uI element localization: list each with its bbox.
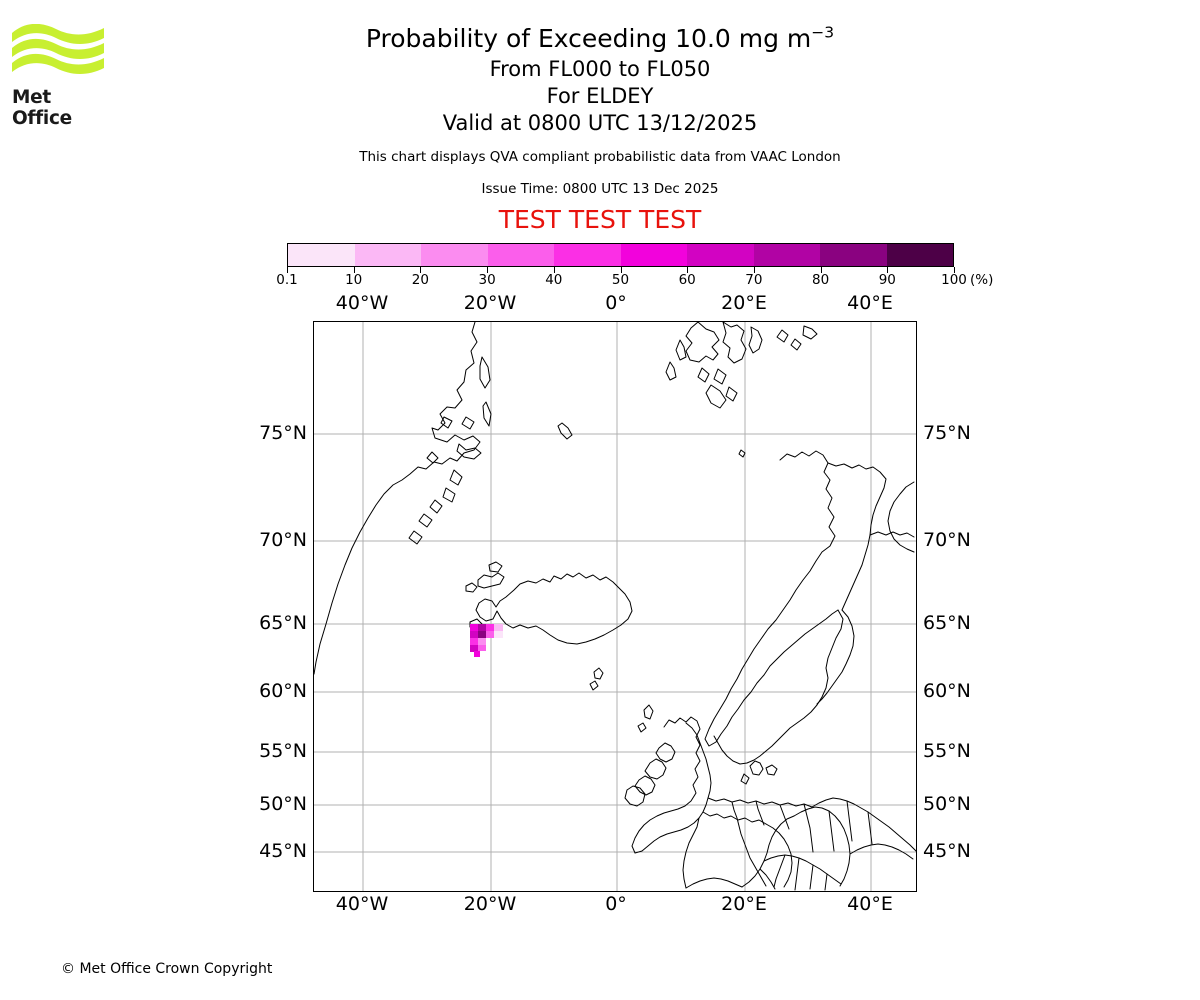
issue-time: Issue Time: 0800 UTC 13 Dec 2025 xyxy=(481,181,719,197)
colorbar-band-4 xyxy=(554,244,621,266)
lon-label-bottom-0: 40°W xyxy=(335,893,389,915)
colorbar-tick-label-9: 90 xyxy=(878,272,896,288)
page-title-exponent: −3 xyxy=(811,23,835,42)
colorbar-tick-4 xyxy=(553,267,555,273)
flight-level-subtitle: From FL000 to FL050 xyxy=(489,57,711,81)
colorbar-band-9 xyxy=(886,244,953,266)
lon-label-top-0: 40°W xyxy=(335,292,389,314)
qva-note: This chart displays QVA compliant probab… xyxy=(359,149,841,165)
colorbar-tick-7 xyxy=(753,267,755,273)
colorbar-tick-labels: 0.1 10 20 30 40 50 60 70 80 90 100 xyxy=(276,272,967,290)
colorbar-tick-label-5: 50 xyxy=(611,272,630,288)
ash-plume-overlay xyxy=(470,624,503,657)
page-title: Probability of Exceeding 10.0 mg m−3 xyxy=(0,22,1200,56)
colorbar-tick-label-1: 10 xyxy=(345,272,363,288)
colorbar-tick-label-8: 80 xyxy=(812,272,830,288)
lat-label-right-3: 60°N xyxy=(923,680,971,702)
test-watermark: TEST TEST TEST xyxy=(498,205,702,234)
probability-colorbar: 0.1 10 20 30 40 50 60 70 80 90 100 xyxy=(276,243,967,288)
lat-label-right-5: 50°N xyxy=(923,793,971,815)
page-title-text: Probability of Exceeding 10.0 mg m xyxy=(365,24,812,53)
lon-label-bottom-3: 20°E xyxy=(721,893,767,915)
colorbar-tick-label-10: 100 xyxy=(941,272,967,288)
map-canvas xyxy=(314,322,916,891)
colorbar-band-5 xyxy=(620,244,687,266)
met-office-logo: Met Office xyxy=(12,24,112,129)
validity-subtitle: Valid at 0800 UTC 13/12/2025 xyxy=(442,111,758,135)
colorbar-band-2 xyxy=(421,244,488,266)
colorbar-tick-8 xyxy=(820,267,822,273)
lat-label-left-6: 45°N xyxy=(259,840,307,862)
chart-title-block: Probability of Exceeding 10.0 mg m−3 Fro… xyxy=(0,22,1200,235)
colorbar-tick-10 xyxy=(954,267,955,273)
map-graticule xyxy=(314,322,916,891)
colorbar-band-0 xyxy=(288,244,355,266)
colorbar-tick-label-7: 70 xyxy=(745,272,763,288)
colorbar-tick-label-2: 20 xyxy=(411,272,429,288)
lon-label-bottom-2: 0° xyxy=(605,893,627,915)
colorbar-tick-5 xyxy=(620,267,622,273)
lon-label-top-4: 40°E xyxy=(847,292,893,314)
colorbar-tick-0 xyxy=(287,267,288,273)
map-coastlines xyxy=(314,322,916,891)
lat-label-left-3: 60°N xyxy=(259,680,307,702)
lat-label-left-0: 75°N xyxy=(259,422,307,444)
lat-label-left-1: 70°N xyxy=(259,529,307,551)
colorbar-ticks xyxy=(287,267,955,274)
colorbar-band-6 xyxy=(687,244,754,266)
colorbar-band-7 xyxy=(753,244,820,266)
met-office-logo-text: Met Office xyxy=(12,87,72,129)
lat-label-left-2: 65°N xyxy=(259,612,307,634)
colorbar-band-1 xyxy=(354,244,421,266)
met-office-wave-icon xyxy=(12,24,104,75)
colorbar-unit-label: (%) xyxy=(970,272,994,288)
colorbar-tick-2 xyxy=(420,267,422,273)
lat-label-left-4: 55°N xyxy=(259,740,307,762)
colorbar-tick-1 xyxy=(353,267,355,273)
lon-label-bottom-4: 40°E xyxy=(847,893,893,915)
colorbar-tick-label-6: 60 xyxy=(678,272,696,288)
lat-label-right-0: 75°N xyxy=(923,422,971,444)
copyright-notice: © Met Office Crown Copyright xyxy=(61,961,273,977)
colorbar-band-8 xyxy=(820,244,887,266)
lon-label-bottom-1: 20°W xyxy=(463,893,517,915)
lon-label-top-1: 20°W xyxy=(463,292,517,314)
colorbar-tick-label-4: 40 xyxy=(545,272,563,288)
colorbar-tick-label-0: 0.1 xyxy=(276,272,298,288)
colorbar-bands xyxy=(287,243,954,267)
colorbar-tick-3 xyxy=(487,267,489,273)
volcano-subtitle: For ELDEY xyxy=(546,84,654,108)
lon-label-top-2: 0° xyxy=(605,292,627,314)
colorbar-tick-label-3: 30 xyxy=(478,272,496,288)
lon-label-top-3: 20°E xyxy=(721,292,767,314)
lat-label-right-4: 55°N xyxy=(923,740,971,762)
lat-label-right-1: 70°N xyxy=(923,529,971,551)
colorbar-tick-6 xyxy=(687,267,689,273)
colorbar-tick-9 xyxy=(887,267,889,273)
lat-label-right-6: 45°N xyxy=(923,840,971,862)
lat-label-right-2: 65°N xyxy=(923,612,971,634)
lat-label-left-5: 50°N xyxy=(259,793,307,815)
colorbar-band-3 xyxy=(487,244,554,266)
map-panel[interactable] xyxy=(313,321,917,892)
